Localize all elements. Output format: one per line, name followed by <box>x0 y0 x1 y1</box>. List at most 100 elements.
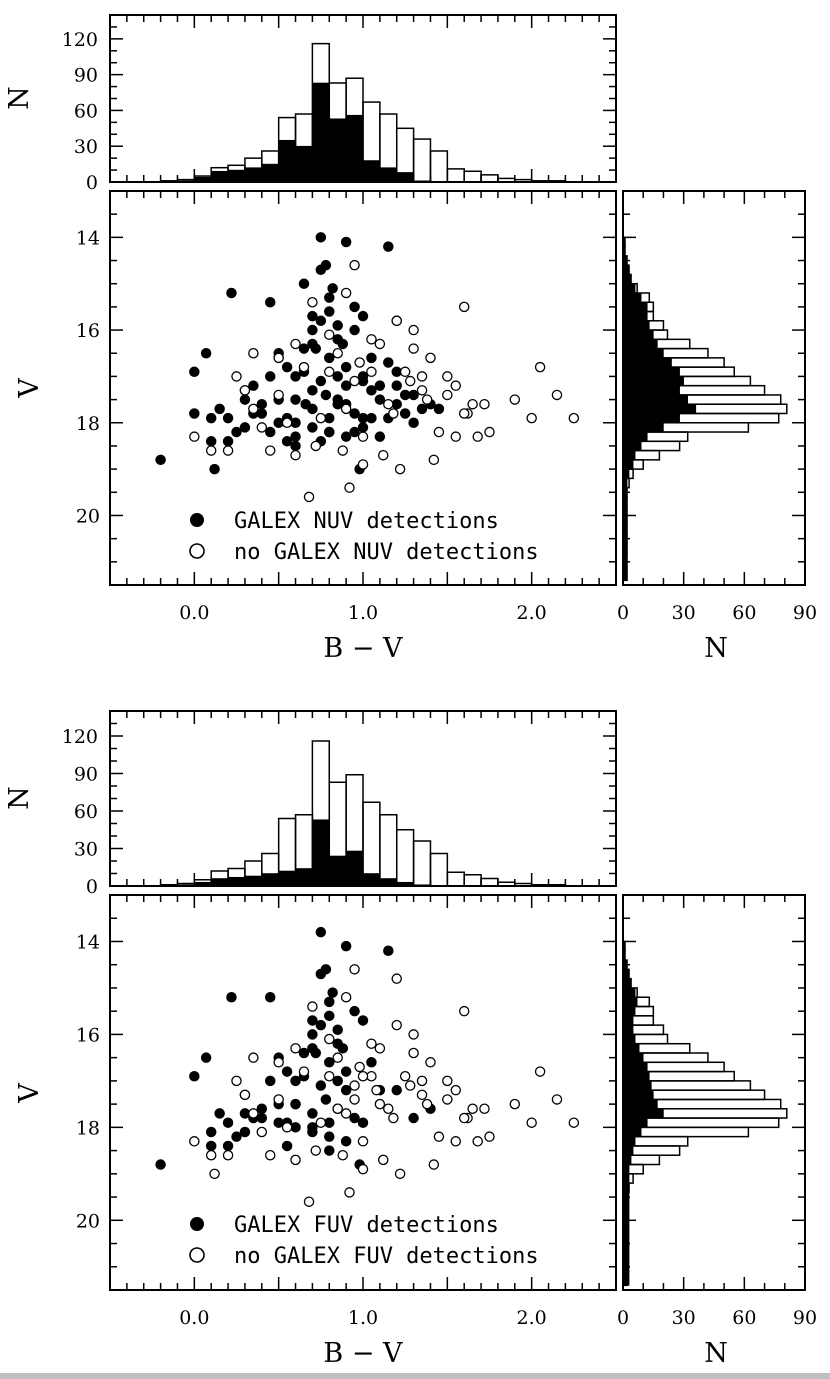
scatter-point-open <box>337 1149 349 1161</box>
top-hist-bar <box>312 82 330 183</box>
top-hist-bar <box>429 150 449 183</box>
scatter-point-open <box>239 1089 251 1101</box>
top-hist-bar <box>530 180 550 183</box>
scatter-point-open <box>408 343 419 354</box>
scatter-point-open <box>354 1061 365 1073</box>
scatter-point-open <box>442 389 453 401</box>
scatter-point-filled <box>357 310 369 322</box>
scatter-point-open <box>273 1094 284 1105</box>
scatter-point-open <box>391 1019 402 1031</box>
top-hist-bar <box>547 884 567 887</box>
scatter-point-filled <box>315 1080 327 1091</box>
scatter-point-filled <box>340 1066 352 1077</box>
scatter-point-open <box>332 1052 343 1063</box>
scatter-xlabel: B − V <box>323 1338 403 1369</box>
scatter-point-open <box>357 1163 369 1175</box>
scatter-y-tick-label: 14 <box>76 931 100 953</box>
scatter-point-open <box>298 1066 310 1077</box>
top-hist-bar <box>194 881 212 887</box>
scatter-point-open <box>479 1103 490 1115</box>
scatter-point-filled <box>307 403 318 415</box>
scatter-point-filled <box>155 454 166 466</box>
scatter-point-open <box>458 1005 470 1017</box>
scatter-point-filled <box>366 412 377 424</box>
legend-open-label: no GALEX NUV detections <box>234 540 539 565</box>
right-hist-bar <box>622 1061 648 1072</box>
scatter-point-open <box>324 1033 335 1045</box>
right-hist-bar <box>622 292 642 303</box>
scatter-point-open <box>433 1131 445 1142</box>
right-hist-bar <box>622 496 628 507</box>
scatter-point-filled <box>332 394 343 405</box>
top-hist-bar <box>295 868 313 887</box>
right-hist-bar <box>622 1024 634 1035</box>
scatter-point-filled <box>324 426 335 438</box>
top-hist-bar <box>345 850 364 887</box>
scatter-point-filled <box>332 1075 343 1087</box>
scatter-point-filled <box>391 380 402 391</box>
scatter-point-open <box>421 1098 433 1110</box>
scatter-point-filled <box>256 1103 268 1115</box>
scatter-point-filled <box>256 398 268 410</box>
scatter-point-filled <box>307 1015 318 1026</box>
right-hist-bar <box>622 1071 650 1082</box>
scatter-point-open <box>205 445 217 456</box>
scatter-x-tick-label: 0.0 <box>179 1307 209 1329</box>
right-hist-bar <box>622 468 630 479</box>
scatter-point-filled <box>383 357 394 368</box>
scatter-point-filled <box>340 380 352 391</box>
top-hist-bar <box>395 829 415 887</box>
panel-nuv: N V B − V N GALEX NUV detections no GALE… <box>4 14 806 664</box>
scatter-x-tick-label: 1.0 <box>348 602 378 624</box>
scatter-point-open <box>248 1052 259 1063</box>
right-hist-bar <box>622 969 630 979</box>
top-hist-bar <box>177 180 195 183</box>
scatter-point-filled <box>307 324 318 336</box>
scatter-point-open <box>408 324 419 336</box>
scatter-x-tick-label: 2.0 <box>517 1307 547 1329</box>
right-hist-bar <box>622 459 634 470</box>
scatter-point-filled <box>408 1112 419 1124</box>
scatter-point-open <box>442 371 453 382</box>
scatter-point-open <box>357 431 369 442</box>
right-hist-x-tick-label: 90 <box>793 1307 817 1329</box>
scatter-point-open <box>366 1038 377 1049</box>
right-hist-bar <box>622 394 689 405</box>
top-hist-bar <box>177 884 195 887</box>
scatter-point-open <box>324 366 335 378</box>
scatter-point-open <box>290 338 301 350</box>
scatter-point-filled <box>222 436 234 447</box>
top-hist-y-tick-label: 90 <box>74 764 98 786</box>
scatter-point-filled <box>264 296 276 308</box>
top-hist-bar <box>446 168 465 183</box>
scatter-point-filled <box>366 385 377 396</box>
scatter-point-open <box>404 375 416 387</box>
scatter-point-open <box>458 301 470 313</box>
scatter-point-open <box>340 991 352 1003</box>
right-hist-bar <box>622 403 697 414</box>
top-hist-bar <box>413 180 431 183</box>
scatter-y-tick-label: 18 <box>76 413 100 435</box>
scatter-point-open <box>433 426 445 438</box>
scatter-point-open <box>526 412 537 424</box>
top-hist-bar <box>159 180 179 183</box>
scatter-point-open <box>428 1159 440 1170</box>
right-hist-bar <box>622 320 650 331</box>
scatter-point-filled <box>315 375 327 387</box>
scatter-point-open <box>467 1103 478 1115</box>
right-hist-bar <box>622 950 626 961</box>
scatter-point-open <box>189 431 200 442</box>
right-hist-bar <box>622 376 684 386</box>
scatter-point-filled <box>307 338 318 350</box>
scatter-point-filled <box>340 1136 352 1147</box>
right-hist-bar <box>622 1089 654 1100</box>
scatter-point-filled <box>239 394 251 405</box>
right-hist-bar <box>622 357 672 368</box>
scatter-point-filled <box>307 422 318 433</box>
scatter-point-open <box>416 371 428 382</box>
top-hist-y-tick-label: 0 <box>86 876 98 898</box>
right-hist-bar <box>622 1034 636 1045</box>
scatter-point-open <box>205 1149 217 1161</box>
top-hist-bar <box>328 118 347 183</box>
top-hist-bar <box>379 167 398 183</box>
